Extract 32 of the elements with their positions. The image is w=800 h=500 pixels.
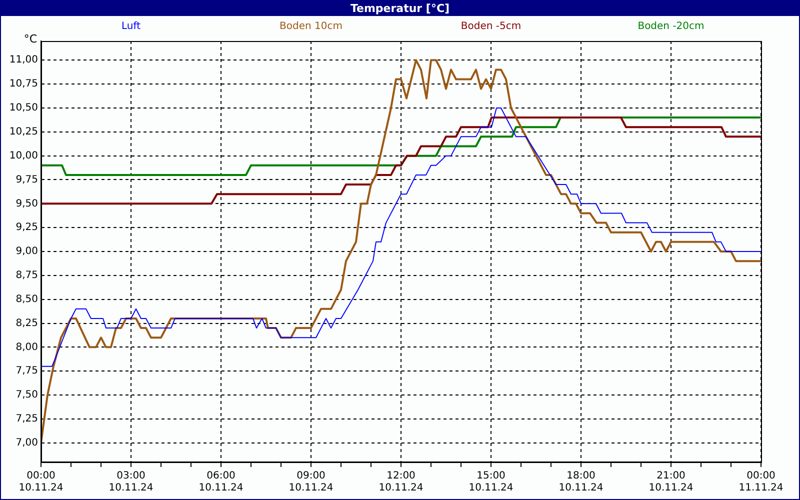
y-tick-label: 7,25	[16, 414, 38, 425]
y-axis-title: °C	[24, 32, 38, 46]
y-tick-label: 9,00	[16, 246, 38, 258]
y-tick-label: 7,50	[16, 390, 38, 401]
y-tick-label: 7,00	[16, 437, 38, 448]
x-tick-label: 00:00 11.11.24	[738, 470, 784, 494]
x-tick-label: 15:00 10.11.24	[468, 470, 514, 494]
text: Luft	[120, 21, 142, 32]
y-tick-label: 10,00	[9, 150, 38, 162]
x-tick-label: 03:00 10.11.24	[108, 470, 154, 494]
x-tick-label: 00:00 10.11.24	[18, 470, 64, 494]
text: Boden 10cm	[278, 21, 344, 32]
y-tick-label: 9,25	[16, 222, 38, 234]
text: Boden -20cm	[636, 21, 706, 32]
x-tick-label: 12:00 10.11.24	[378, 470, 424, 494]
y-tick-label: 10,75	[9, 78, 38, 90]
x-tick-label: 09:00 10.11.24	[288, 470, 334, 494]
y-tick-label: 10,50	[9, 102, 38, 114]
y-tick-label: 9,50	[16, 198, 38, 210]
y-tick-label: 8,75	[16, 270, 38, 282]
y-tick-label: 11,00	[9, 54, 38, 66]
y-tick-label: 7,75	[16, 366, 38, 377]
y-tick-label: 8,25	[16, 318, 38, 329]
x-tick-label: 18:00 10.11.24	[558, 470, 604, 494]
x-tick-label: 06:00 10.11.24	[198, 470, 244, 494]
y-tick-label: 8,00	[16, 342, 38, 353]
y-tick-label: 9,75	[16, 174, 38, 186]
y-tick-label: 8,50	[16, 294, 38, 305]
text: Boden -5cm	[460, 21, 522, 32]
chart-title: Temperatur [°C]	[1, 1, 799, 16]
x-tick-label: 21:00 10.11.24	[648, 470, 694, 494]
y-tick-label: 10,25	[9, 126, 38, 138]
